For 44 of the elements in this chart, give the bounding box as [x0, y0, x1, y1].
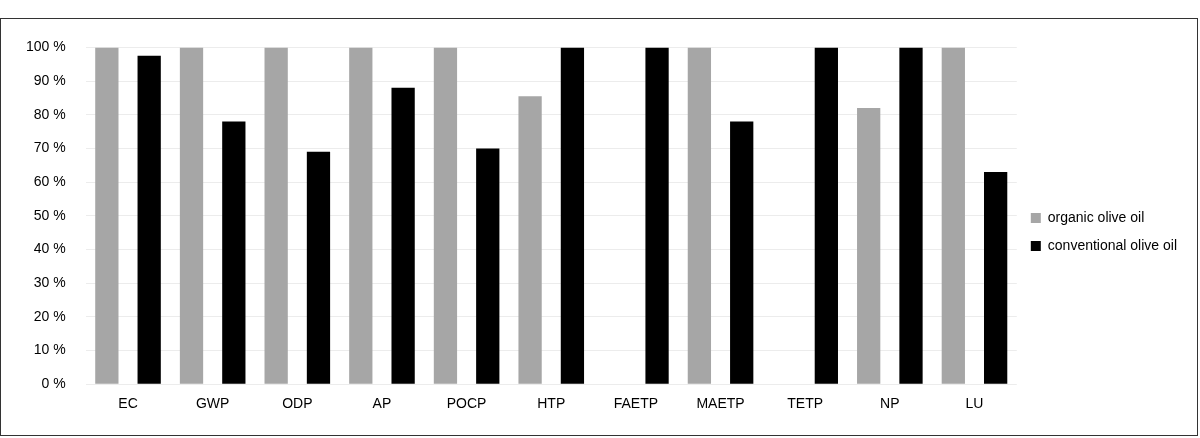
bar: [222, 121, 246, 384]
x-tick-label: ODP: [282, 395, 313, 412]
y-tick-label: 30 %: [33, 274, 66, 291]
bar: [857, 108, 881, 384]
y-tick-label: 80 %: [33, 105, 66, 122]
legend-label: organic olive oil: [1047, 208, 1145, 225]
y-tick-label: 90 %: [33, 71, 66, 88]
y-tick-label: 50 %: [33, 206, 66, 223]
y-tick-label: 10 %: [33, 341, 66, 358]
bar: [349, 47, 373, 384]
x-tick-label: HTP: [537, 395, 566, 412]
bar: [433, 47, 458, 384]
x-tick-label: TETP: [787, 395, 824, 412]
x-tick-label: FAETP: [613, 395, 659, 412]
x-tick-label: AP: [372, 395, 392, 412]
bar: [899, 47, 923, 384]
bar: [560, 47, 585, 384]
x-tick-label: GWP: [195, 395, 230, 412]
x-tick-label: LU: [965, 395, 984, 412]
y-tick-label: 0 %: [41, 375, 66, 392]
bar: [476, 148, 500, 384]
bar: [95, 47, 119, 384]
bar: [179, 47, 204, 384]
legend-label: conventional olive oil: [1047, 236, 1178, 253]
x-tick-label: EC: [118, 395, 138, 412]
bar: [730, 121, 754, 384]
bar: [518, 96, 542, 384]
bar: [391, 87, 415, 384]
y-tick-label: 100 %: [25, 38, 66, 55]
bar: [645, 47, 669, 384]
bar: [984, 172, 1008, 384]
y-tick-label: 40 %: [33, 240, 66, 257]
x-tick-label: NP: [880, 395, 900, 412]
x-tick-label: POCP: [446, 395, 487, 412]
bar: [264, 47, 288, 384]
bar: [687, 47, 712, 384]
bar: [137, 55, 161, 384]
bar: [941, 47, 965, 384]
bar: [306, 151, 331, 384]
x-tick-label: MAETP: [696, 395, 745, 412]
y-tick-label: 60 %: [33, 172, 66, 189]
y-tick-label: 70 %: [33, 139, 66, 156]
bar: [814, 47, 838, 384]
y-tick-label: 20 %: [33, 307, 66, 324]
